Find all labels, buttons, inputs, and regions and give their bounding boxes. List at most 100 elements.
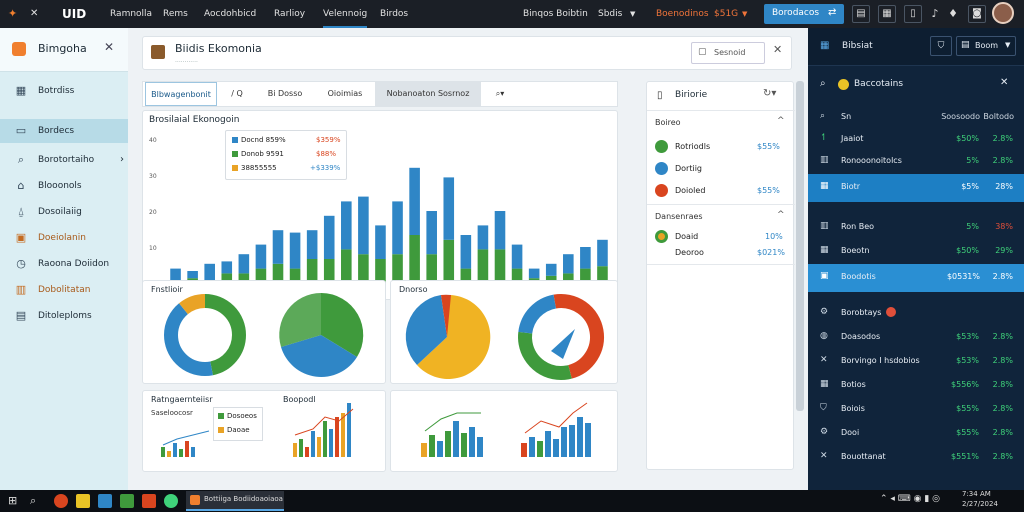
store-icon[interactable] <box>120 494 134 508</box>
close-icon[interactable]: ✕ <box>773 43 783 56</box>
pie-slice <box>417 294 491 379</box>
sidebar-item-active[interactable]: ▭ Bordecs <box>0 119 128 143</box>
market-row[interactable]: ⚙ Dooi $55% 2.8% <box>820 427 1013 437</box>
legend-value: $88% <box>316 150 337 158</box>
market-row[interactable]: ✕ Borvingo I hsdobios $53% 2.8% <box>820 355 1013 365</box>
sidebar-item[interactable]: ⌂ Blooonols <box>0 174 128 198</box>
windows-start-icon[interactable]: ⊞ <box>8 494 18 507</box>
market-row[interactable]: ▥ Ronooonoitolcs 5% 2.8% <box>820 155 1013 165</box>
panel-title: Biriorie <box>675 90 708 100</box>
active-app-button[interactable]: Bottiiga Bodiidoaoiaoa <box>186 491 284 511</box>
market-panel: ▦ Bibsiat ⛉ ▤ Boom ▼ ⌕ Baccotains ✕ ⌕ Sn S… <box>808 28 1024 490</box>
sidebar-item[interactable]: ▤ Ditoleploms <box>0 304 128 328</box>
market-row[interactable]: ▦ Boeotn $50% 29% <box>820 245 1013 255</box>
chevron-up-icon[interactable]: ^ <box>777 210 785 220</box>
sidebar-item[interactable]: ▦ Botrdiss <box>0 79 128 103</box>
search-input[interactable]: ▢ Sesnoid <box>691 42 765 64</box>
refresh-icon[interactable]: ↻▾ <box>763 88 777 99</box>
grid-icon: ▦ <box>15 84 27 97</box>
chevron-down-icon[interactable]: ▼ <box>630 10 636 18</box>
scrollbar[interactable] <box>796 81 804 411</box>
menu-item[interactable]: Aocdohbicd <box>204 9 257 19</box>
market-row[interactable]: ▥ Ron Beo 5% 38% <box>820 221 1013 231</box>
clock-time: 7:34 AM <box>962 490 991 498</box>
zoom-icon[interactable]: ⌕▾ <box>495 89 505 98</box>
user-icon: ⍙ <box>17 205 25 218</box>
notification-icon[interactable]: ♦ <box>948 7 958 20</box>
app-icon[interactable] <box>142 494 156 508</box>
chart-icon: ▥ <box>15 283 27 296</box>
sidebar-item[interactable]: ▣ Doeiolanin <box>0 226 128 250</box>
list-item-label: Deoroo <box>675 248 704 257</box>
folder-icon: ⌂ <box>17 179 25 192</box>
small-chart-card-left: Ratngaernteiisr Boopodl Saseloocosr Doso… <box>142 390 386 472</box>
market-row[interactable]: ⌕ Sn Soosoodo Boltodo <box>820 111 1014 121</box>
menu-item[interactable]: Rems <box>163 9 188 19</box>
close-x-icon[interactable]: ✕ <box>30 8 39 19</box>
search-icon: ⌕ <box>820 111 826 121</box>
search-icon[interactable]: ⌕ <box>30 494 37 507</box>
bar-segment-green <box>358 254 369 283</box>
menu-item[interactable]: Rarlioy <box>274 9 306 19</box>
sidebar-item[interactable]: ⍙ Dosoilaiig <box>0 200 128 224</box>
account-link[interactable]: Binqos Boibtin <box>523 9 588 19</box>
leaf-icon[interactable]: ♪ <box>931 7 939 20</box>
tab[interactable]: Bi Dosso <box>267 89 303 98</box>
bookmark-icon[interactable]: ▯ <box>904 5 922 23</box>
market-row-selected[interactable]: ▦ Biotr $5% 28% <box>808 174 1024 202</box>
sidebar-item[interactable]: ⌕ Borotortaiho › <box>0 148 128 172</box>
close-icon[interactable]: ✕ <box>1000 77 1009 88</box>
browser-icon[interactable] <box>54 494 68 508</box>
primary-button[interactable]: Borodacos ⇄ <box>764 4 844 24</box>
bar-segment-green <box>323 259 335 283</box>
menu-item-active[interactable]: Velennoig <box>323 0 368 28</box>
pie-slice <box>321 292 364 357</box>
details-panel: ▯ Biriorie ↻▾ Boireo ^ Rotriodls $55% Do… <box>646 81 795 470</box>
avatar[interactable] <box>992 2 1014 24</box>
market-row[interactable]: ⚙ Borobtays <box>808 300 1024 326</box>
bar-segment-blue <box>323 215 335 259</box>
tab-active[interactable]: Blbwagenbonit <box>145 82 217 106</box>
dropdown-button[interactable]: ▤ Boom ▼ <box>956 36 1016 56</box>
bar-segment-blue <box>238 254 250 274</box>
folder-icon[interactable] <box>76 494 90 508</box>
menu-item[interactable]: Birdos <box>380 9 409 19</box>
sidebar-item[interactable]: ▥ Dobolitatan <box>0 278 128 302</box>
bar-segment-green <box>255 268 267 283</box>
camera-icon[interactable]: ◙ <box>968 5 986 23</box>
legend-item: Daoae <box>218 426 250 434</box>
market-row[interactable]: ✕ Bouottanat $551% 2.8% <box>820 451 1013 461</box>
grid-icon[interactable]: ▦ <box>878 5 896 23</box>
tab-search[interactable]: / Q <box>231 89 243 98</box>
market-row[interactable]: ◍ Doasodos $53% 2.8% <box>820 331 1013 341</box>
clock-icon: ◷ <box>16 257 26 270</box>
chat-icon[interactable] <box>164 494 178 508</box>
mail-icon[interactable] <box>98 494 112 508</box>
bar-segment-blue <box>545 263 557 276</box>
document-icon: ▤ <box>15 309 27 322</box>
shield-icon[interactable]: ⛉ <box>930 36 952 56</box>
tab-dropdown[interactable]: Oioimias <box>327 89 363 98</box>
system-tray-icons[interactable]: ⌃ ◂ ⌨ ◉ ▮ ◎ <box>880 494 941 504</box>
small-legend: Dosoeos Daoae <box>213 407 263 441</box>
market-row-selected[interactable]: ▣ Boodotis $0531% 2.8% <box>808 264 1024 292</box>
bar-segment-blue <box>341 201 352 250</box>
status-dropdown[interactable]: Sbdis <box>598 9 623 19</box>
list-item-label: Dortiig <box>675 164 703 173</box>
market-row[interactable]: ↿ Jaaiot $50% 2.8% <box>820 133 1013 143</box>
market-row[interactable]: ⛉ Boiois $55% 2.8% <box>820 403 1013 413</box>
close-icon[interactable]: ✕ <box>104 40 115 54</box>
donut-slice <box>164 294 246 376</box>
market-row[interactable]: ▦ Botios $556% 2.8% <box>820 379 1013 389</box>
dashboard-header: Biidis Ekomonia ............ ▢ Sesnoid ✕ <box>142 36 792 70</box>
tab-dropdown[interactable]: Nobanoaton Sosrnoz <box>375 82 481 106</box>
sidebar-item[interactable]: ◷ Raoona Doiidon <box>0 252 128 276</box>
chevron-up-icon[interactable]: ^ <box>777 116 785 126</box>
legend-item: Docnd 859% <box>232 136 286 144</box>
menu-item[interactable]: Ramnolla <box>110 9 153 19</box>
chart-icon: ▥ <box>820 221 829 231</box>
section-title: Boireo <box>655 118 681 127</box>
brand-logo: UID <box>62 7 87 21</box>
document-icon[interactable]: ▤ <box>852 5 870 23</box>
chevron-down-icon[interactable]: ▼ <box>742 10 748 18</box>
